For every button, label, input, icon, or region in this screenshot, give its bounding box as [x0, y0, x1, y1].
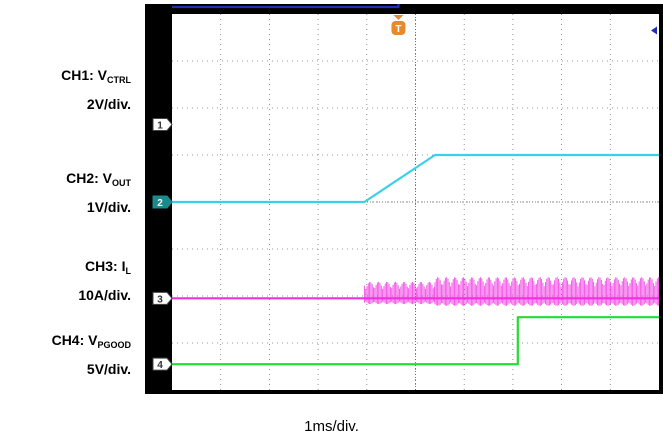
ch2-ground-marker: 2 — [152, 195, 173, 209]
ch3-ripple-strokes — [434, 277, 660, 306]
ch3-marker-shape — [152, 291, 173, 305]
ch4-marker-shape — [152, 357, 173, 371]
ch2-trace — [172, 153, 659, 204]
oscilloscope-screen: 1 2 3 4 T — [145, 4, 663, 394]
ch2-label: CH2: VOUT 1V/div. — [66, 169, 131, 216]
ch3-ground-marker: 3 — [152, 291, 173, 305]
ch4-ground-marker: 4 — [152, 357, 173, 371]
trigger-marker: T — [391, 15, 406, 35]
ch3-scale: 10A/div. — [78, 287, 131, 303]
ch4-label: CH4: VPGOOD 5V/div. — [52, 331, 131, 378]
ch3-ripple-band-1 — [363, 281, 436, 305]
ch1-marker-number: 1 — [157, 120, 163, 131]
ch3-marker-number: 3 — [157, 294, 163, 305]
ch4-marker-number: 4 — [157, 360, 163, 371]
ch4-trace — [172, 316, 659, 366]
ch2-scale: 1V/div. — [86, 199, 131, 215]
ch1-scale: 2V/div. — [86, 96, 131, 112]
ch1-trace — [172, 4, 400, 9]
ch3-ripple-strokes — [363, 281, 436, 305]
ch1-label: CH1: VCTRL 2V/div. — [61, 66, 131, 113]
ch1-name: CH1: VCTRL — [61, 67, 131, 85]
scope-traces — [172, 4, 660, 366]
ch1-marker-shape — [152, 117, 173, 131]
ch3-name: CH3: IL — [85, 258, 131, 276]
scope-markers: 1 2 3 4 T — [152, 15, 657, 371]
ch2-marker-number: 2 — [157, 198, 163, 209]
trigger-letter: T — [395, 24, 401, 35]
time-per-div-label: 1ms/div. — [304, 418, 359, 435]
trigger-arrow-icon — [393, 15, 404, 20]
trigger-badge — [391, 21, 406, 35]
ch3-label: CH3: IL 10A/div. — [78, 257, 131, 304]
ch2-name: CH2: VOUT — [66, 170, 131, 188]
ch4-scale: 5V/div. — [86, 361, 131, 377]
ch3-ripple-band-2 — [434, 277, 660, 306]
ch4-name: CH4: VPGOOD — [51, 332, 131, 350]
trigger-level-arrow-icon — [651, 26, 657, 35]
ch2-marker-shape — [152, 195, 173, 209]
ch1-ground-marker: 1 — [152, 117, 173, 131]
